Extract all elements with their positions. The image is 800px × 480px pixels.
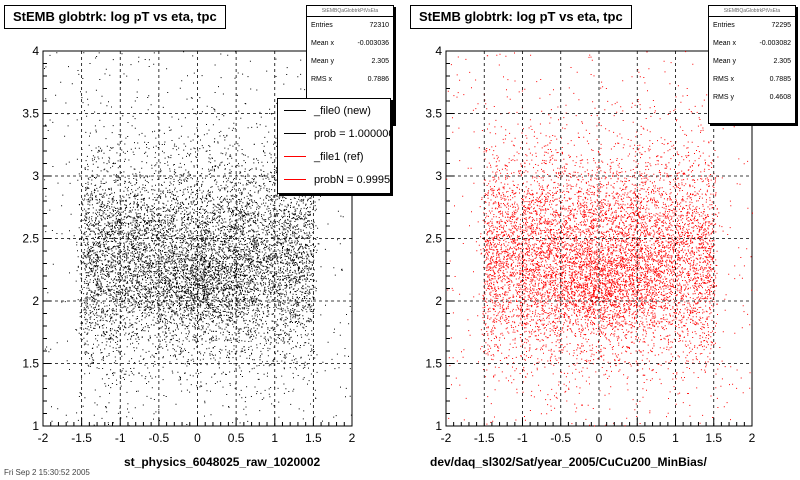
left-stats-row: Mean x -0.003036	[307, 35, 393, 53]
right-scatter-plot: -2 -1.5 -1 -0.5 0 0.5 1 1.5 2 1 1.5 2 2.5 3 3.5 4	[425, 44, 756, 445]
left-stats-row: Entries 72310	[307, 17, 393, 35]
y-tick-label: 1.5	[425, 357, 442, 371]
legend-entry: _file0 (new)	[278, 99, 390, 122]
y-tick-label: 2.5	[425, 232, 442, 246]
x-tick-label: 1.5	[705, 431, 722, 445]
right-plot-title: StEMB globtrk: log pT vs eta, tpc	[410, 5, 632, 29]
x-tick-label: -2	[38, 431, 49, 445]
x-tick-label: 1	[672, 431, 679, 445]
stats-label: Mean y	[713, 58, 736, 65]
legend-swatch	[284, 133, 306, 134]
stats-value: 2.305	[773, 58, 791, 65]
y-tick-label: 4	[435, 44, 442, 58]
stats-label: RMS x	[311, 76, 332, 83]
y-tick-label: 2	[32, 294, 39, 308]
y-tick-label: 1	[435, 419, 442, 433]
legend-label: prob = 1.000000	[314, 127, 391, 140]
legend-swatch	[284, 110, 306, 111]
stats-label: Mean x	[311, 40, 334, 47]
right-stats-row: Entries 72295	[709, 17, 795, 35]
y-tick-label: 2	[435, 294, 442, 308]
x-tick-label: 2	[349, 431, 356, 445]
x-tick-label: -1.5	[474, 431, 495, 445]
stats-value: 0.7886	[367, 76, 389, 83]
right-stats-name: StEMBQaGlobtrkPtVsEta	[709, 6, 795, 17]
x-tick-label: 0	[194, 431, 201, 445]
x-tick-label: 1.5	[305, 431, 322, 445]
scatter-markers	[446, 51, 753, 427]
stats-value: 0.4608	[769, 94, 791, 101]
right-stats-row: Mean x -0.003082	[709, 35, 795, 53]
timestamp-footer: Fri Sep 2 15:30:52 2005	[4, 468, 90, 477]
stats-label: RMS x	[713, 76, 734, 83]
legend-entry: prob = 1.000000	[278, 122, 390, 145]
legend-entry: _file1 (ref)	[278, 145, 390, 168]
stats-value: -0.003082	[759, 40, 791, 47]
left-stats-row: Mean y 2.305	[307, 53, 393, 71]
y-tick-label: 3.5	[22, 107, 39, 121]
y-tick-label: 1	[32, 419, 39, 433]
stats-label: RMS y	[713, 94, 734, 101]
right-x-axis-label: dev/daq_sl302/Sat/year_2005/CuCu200_MinB…	[430, 455, 707, 469]
x-tick-label: 0.5	[629, 431, 646, 445]
x-tick-label: -2	[441, 431, 452, 445]
stats-label: Entries	[713, 22, 735, 29]
legend-label: _file0 (new)	[314, 104, 371, 117]
right-stats-box: StEMBQaGlobtrkPtVsEta Entries 72295 Mean…	[708, 5, 796, 124]
legend-swatch	[284, 156, 306, 157]
left-stats-row: RMS x 0.7886	[307, 71, 393, 89]
left-histogram-panel: -2 -1.5 -1 -0.5 0 0.5 1 1.5 2 1 1.5 2 2.5 3 3.5 4 StEMB…	[4, 5, 394, 469]
stats-value: -0.003036	[357, 40, 389, 47]
left-x-axis-label: st_physics_6048025_raw_1020002	[124, 455, 321, 469]
x-tick-label: 0	[596, 431, 603, 445]
y-tick-label: 1.5	[22, 357, 39, 371]
x-tick-label: 0.5	[228, 431, 245, 445]
legend-entry: probN = 0.999504	[278, 168, 390, 191]
x-tick-label: -0.5	[149, 431, 170, 445]
x-tick-label: -1	[517, 431, 528, 445]
x-tick-label: -1	[115, 431, 126, 445]
left-stats-name: StEMBQaGlobtrkPtVsEta	[307, 6, 393, 17]
stats-label: Entries	[311, 22, 333, 29]
x-tick-label: -0.5	[550, 431, 571, 445]
y-tick-label: 4	[32, 44, 39, 58]
legend-swatch	[284, 179, 306, 180]
right-stats-row: RMS x 0.7885	[709, 71, 795, 89]
stats-value: 72295	[771, 22, 791, 29]
scatter-points	[446, 51, 753, 427]
x-tick-label: 1	[271, 431, 278, 445]
left-plot-title: StEMB globtrk: log pT vs eta, tpc	[4, 5, 226, 29]
stats-value: 72310	[369, 22, 389, 29]
x-tick-label: -1.5	[71, 431, 92, 445]
legend-label: _file1 (ref)	[314, 150, 364, 163]
y-tick-label: 3	[435, 169, 442, 183]
y-tick-label: 3.5	[425, 107, 442, 121]
legend-box: _file0 (new) prob = 1.000000 _file1 (ref…	[277, 98, 391, 194]
stats-value: 0.7885	[769, 76, 791, 83]
right-stats-row: Mean y 2.305	[709, 53, 795, 71]
stats-label: Mean x	[713, 40, 736, 47]
y-tick-label: 2.5	[22, 232, 39, 246]
right-histogram-panel: -2 -1.5 -1 -0.5 0 0.5 1 1.5 2 1 1.5 2 2.5 3 3.5 4 StEMB…	[400, 0, 800, 480]
stats-label: Mean y	[311, 58, 334, 65]
right-stats-row: RMS y 0.4608	[709, 89, 795, 107]
stats-value: 2.305	[371, 58, 389, 65]
y-tick-label: 3	[32, 169, 39, 183]
legend-label: probN = 0.999504	[314, 173, 391, 186]
x-tick-label: 2	[749, 431, 756, 445]
